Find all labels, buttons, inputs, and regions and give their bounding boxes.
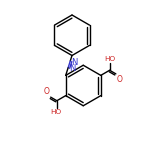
Text: O: O (44, 87, 50, 96)
Text: HO: HO (51, 109, 62, 115)
Text: O: O (117, 75, 123, 84)
Text: N: N (71, 58, 77, 67)
Text: HO: HO (104, 56, 115, 62)
Text: N: N (69, 64, 75, 74)
